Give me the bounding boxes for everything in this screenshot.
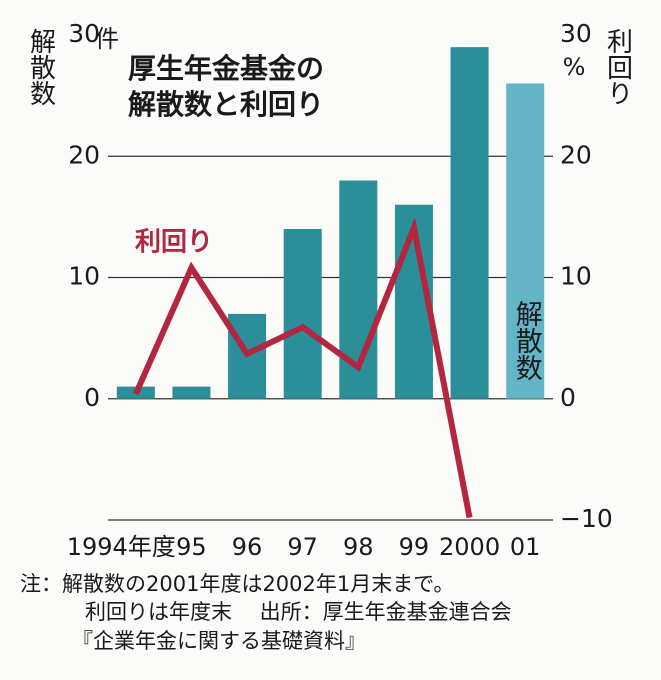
x-tick-label: 97 xyxy=(287,533,318,561)
bar xyxy=(450,47,489,399)
y2-axis-label: 利回り xyxy=(603,28,633,106)
y2-axis-unit: % xyxy=(563,53,586,81)
y2-tick-label: 10 xyxy=(560,262,592,291)
bar xyxy=(506,83,545,399)
y-axis-unit: 件 xyxy=(95,25,119,53)
series-label: 解散数 xyxy=(511,300,543,381)
x-tick-label: 96 xyxy=(232,533,263,561)
x-tick-label: 01 xyxy=(510,533,541,561)
x-tick-label: 98 xyxy=(343,533,374,561)
y-axis-label: 解散数 xyxy=(26,28,56,106)
y-tick-label: 0 xyxy=(84,383,100,412)
bar xyxy=(283,229,322,399)
bar xyxy=(172,386,211,399)
y2-tick-label: 20 xyxy=(560,140,592,169)
line xyxy=(133,217,473,519)
x-tick-label: 1994年度 xyxy=(67,533,176,561)
y-tick-label: 30 xyxy=(68,19,100,48)
chart-title: 厚生年金基金の xyxy=(128,52,324,85)
y-tick-label: 20 xyxy=(68,140,100,169)
y2-tick-label: −10 xyxy=(560,504,613,533)
x-tick-label: 99 xyxy=(399,533,430,561)
note: 注：解散数の2001年度は2002年1月末まで。 xyxy=(20,572,454,596)
x-tick-label: 95 xyxy=(176,533,207,561)
series-label: 利回り xyxy=(135,228,213,258)
y-tick-label: 10 xyxy=(68,262,100,291)
note: 利回りは年度末 出所：厚生年金基金連合会 xyxy=(85,600,512,624)
note: 『企業年金に関する基礎資料』 xyxy=(72,629,366,653)
x-tick-label: 2000 xyxy=(439,533,500,561)
y2-tick-label: 0 xyxy=(560,383,576,412)
y2-tick-label: 30 xyxy=(560,19,592,48)
chart-title: 解散数と利回り xyxy=(128,88,324,121)
